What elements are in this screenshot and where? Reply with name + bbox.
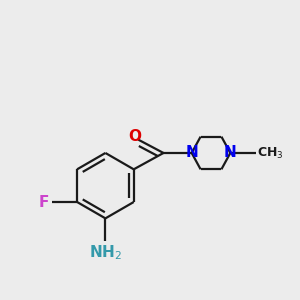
Text: N: N bbox=[185, 146, 198, 160]
Text: N: N bbox=[224, 146, 237, 160]
Text: CH$_3$: CH$_3$ bbox=[257, 146, 284, 160]
Text: NH$_2$: NH$_2$ bbox=[89, 244, 122, 262]
Text: O: O bbox=[129, 129, 142, 144]
Text: F: F bbox=[38, 194, 49, 209]
